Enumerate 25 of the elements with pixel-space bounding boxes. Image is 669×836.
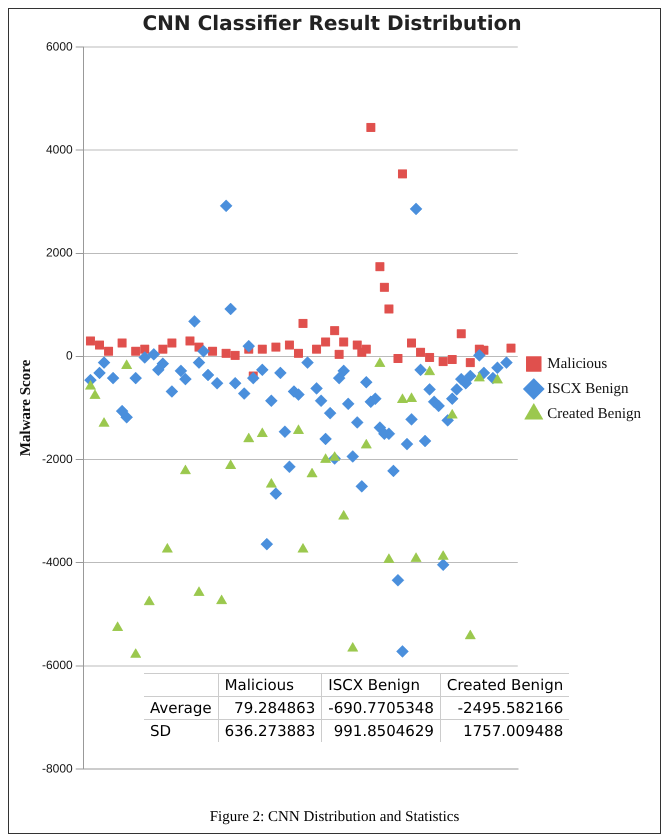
annotation: 636.273883: [218, 720, 322, 742]
y-tick-label: 4000: [46, 142, 74, 156]
legend-label: ISCX Benign: [547, 380, 630, 397]
annotation: 1757.009488: [440, 720, 570, 742]
y-tick-label: -4000: [42, 555, 74, 570]
annotation: Created Benign: [440, 674, 570, 696]
annotation: Average: [144, 696, 218, 720]
y-tick-label: 2000: [46, 246, 74, 260]
legend-label: Malicious: [547, 356, 608, 372]
annotation: Malicious: [218, 674, 322, 696]
caption: Figure 2: CNN Distribution and Statistics: [208, 809, 460, 826]
annotation: 79.284863: [218, 696, 322, 720]
chart-title: CNN Classifier Result Distribution: [142, 11, 522, 36]
y-tick-label: -2000: [42, 452, 74, 466]
y-tick-label: 0: [66, 348, 74, 363]
annotation: 991.8504629: [322, 720, 440, 742]
annotation: SD: [144, 720, 218, 742]
annotation: -690.7705348: [322, 696, 440, 720]
annotation: -2495.582166: [440, 696, 570, 720]
y-tick-label: 6000: [46, 39, 74, 54]
y-tick-label: -6000: [42, 658, 74, 672]
y-tick-label: -8000: [42, 761, 74, 776]
legend-label: Created Benign: [547, 406, 642, 422]
y-axis-title: Malware Score: [18, 359, 34, 456]
annotation: ISCX Benign: [322, 674, 440, 696]
